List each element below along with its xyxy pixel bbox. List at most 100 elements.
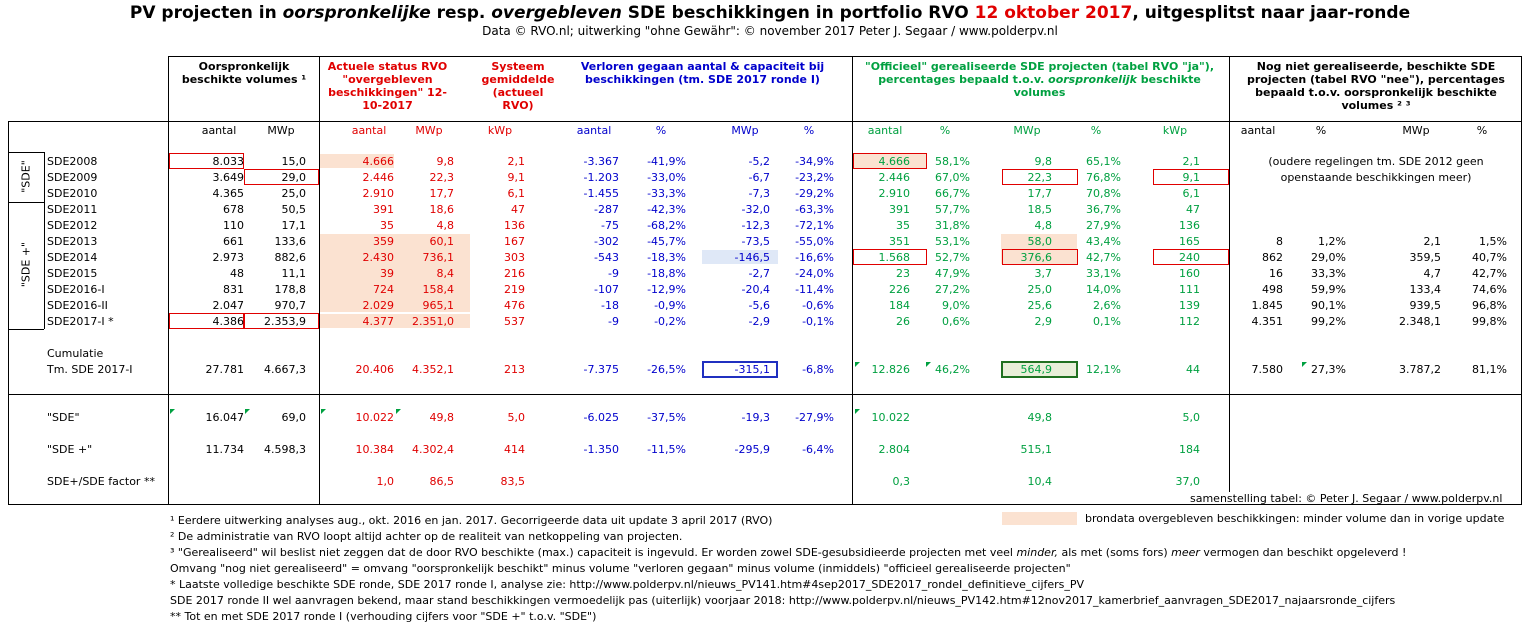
footnote-2: ² De administratie van RVO loopt altijd … (170, 530, 683, 543)
table-cell: 2,1 (507, 155, 526, 168)
summary-cell: -1.350 (583, 443, 619, 456)
table-cell: 58,0 (1027, 235, 1053, 248)
summary-cell: 0,3 (892, 475, 911, 488)
table-cell: 970,7 (274, 299, 307, 312)
summary-cell: 10.022 (355, 411, 395, 424)
summary-cell: 4.302,4 (412, 443, 454, 456)
table-cell: 33,1% (1086, 267, 1121, 280)
footnote-5: * Laatste volledige beschikte SDE ronde,… (170, 578, 1085, 591)
table-cell: 4.351 (1251, 315, 1284, 328)
table-cell: -3.367 (583, 155, 619, 168)
table-cell: 110 (223, 219, 244, 232)
table-cell: -0,1% (802, 315, 834, 328)
table-cell: 36,7% (1086, 203, 1121, 216)
marker (855, 409, 860, 414)
cumulatie-label: Tm. SDE 2017-I (47, 363, 133, 376)
table-cell: -63,3% (795, 203, 834, 216)
table-cell: 391 (889, 203, 910, 216)
highlight-cell (854, 154, 926, 168)
table-cell: -75 (601, 219, 619, 232)
table-cell: -34,9% (795, 155, 834, 168)
table-cell: -18,8% (647, 267, 686, 280)
summary-cell: 49,8 (1027, 411, 1053, 424)
summary-cell: -6.025 (583, 411, 619, 424)
table-cell: -41,9% (647, 155, 686, 168)
table-cell: 240 (1179, 251, 1200, 264)
table-cell: 90,1% (1311, 299, 1346, 312)
table-cell: 48 (230, 267, 244, 280)
table-cell: 35 (896, 219, 910, 232)
summary-cell: -11,5% (647, 443, 686, 456)
marker (321, 409, 326, 414)
table-cell: 8.033 (212, 155, 245, 168)
page-subtitle: Data © RVO.nl; uitwerking "ohne Gewähr":… (482, 24, 1058, 38)
summary-cell: 414 (504, 443, 525, 456)
table-cell: 165 (1179, 235, 1200, 248)
summary-cell: -6,4% (802, 443, 834, 456)
red-box (1153, 249, 1229, 265)
table-cell: 3,7 (1034, 267, 1053, 280)
table-cell: 9,8 (1034, 155, 1053, 168)
table-cell: -42,3% (647, 203, 686, 216)
red-box (1002, 249, 1078, 265)
red-box (853, 153, 927, 169)
table-cell: -16,6% (795, 251, 834, 264)
header-lost: Verloren gegaan aantal & capaciteit bij … (580, 60, 825, 86)
cumulatie-cell: -26,5% (647, 363, 686, 376)
table-cell: 160 (1179, 267, 1200, 280)
row-label: SDE2010 (47, 187, 98, 200)
table-cell: 359 (373, 235, 394, 248)
summary-cell: 10,4 (1027, 475, 1053, 488)
table-cell: 965,1 (422, 299, 455, 312)
table-cell: 9,8 (436, 155, 455, 168)
cumulatie-cell: 213 (504, 363, 525, 376)
table-cell: 6,1 (1182, 187, 1201, 200)
summary-label: "SDE +" (47, 443, 93, 456)
table-cell: -146,5 (734, 251, 770, 264)
old-note: openstaande beschikkingen meer) (1280, 171, 1472, 184)
table-cell: -23,2% (795, 171, 834, 184)
table-cell: 22,3 (1027, 171, 1053, 184)
table-cell: 882,6 (274, 251, 307, 264)
table-cell: 33,3% (1311, 267, 1346, 280)
table-cell: 158,4 (422, 283, 455, 296)
table-cell: 40,7% (1472, 251, 1507, 264)
table-cell: -68,2% (647, 219, 686, 232)
unit-header: aantal (576, 124, 612, 137)
table-cell: -9 (608, 267, 619, 280)
header-divider (1521, 56, 1522, 121)
marker (245, 409, 250, 414)
table-cell: 39 (380, 267, 394, 280)
green-box (1001, 361, 1078, 378)
table-cell: 178,8 (274, 283, 307, 296)
table-cell: 359,5 (1409, 251, 1442, 264)
table-cell: 303 (504, 251, 525, 264)
table-cell: 133,4 (1409, 283, 1442, 296)
old-note: (oudere regelingen tm. SDE 2012 geen (1268, 155, 1484, 168)
table-cell: 4.666 (878, 155, 911, 168)
table-cell: 35 (380, 219, 394, 232)
summary-label: "SDE" (47, 411, 80, 424)
summary-cell: 49,8 (429, 411, 455, 424)
cumulatie-cell: 81,1% (1472, 363, 1507, 376)
table-cell: 2,9 (1034, 315, 1053, 328)
unit-header: MWp (267, 124, 295, 137)
table-cell: 0,1% (1093, 315, 1121, 328)
table-cell: 167 (504, 235, 525, 248)
table-cell: -11,4% (795, 283, 834, 296)
table-cell: 2,1 (1423, 235, 1442, 248)
marker (926, 362, 931, 367)
table-cell: -24,0% (795, 267, 834, 280)
unit-header: % (1476, 124, 1488, 137)
row-label: SDE2016-I (47, 283, 105, 296)
table-cell: 2.910 (878, 187, 911, 200)
table-cell: 66,7% (935, 187, 970, 200)
table-cell: 3.649 (212, 171, 245, 184)
header-realised: "Officieel" gerealiseerde SDE projecten … (865, 60, 1214, 99)
table-cell: 661 (223, 235, 244, 248)
group-label-sde: "SDE" (19, 160, 33, 193)
row-label: SDE2016-II (47, 299, 108, 312)
table-cell: 4,7 (1423, 267, 1442, 280)
table-cell: -12,3 (741, 219, 770, 232)
table-cell: 58,1% (935, 155, 970, 168)
